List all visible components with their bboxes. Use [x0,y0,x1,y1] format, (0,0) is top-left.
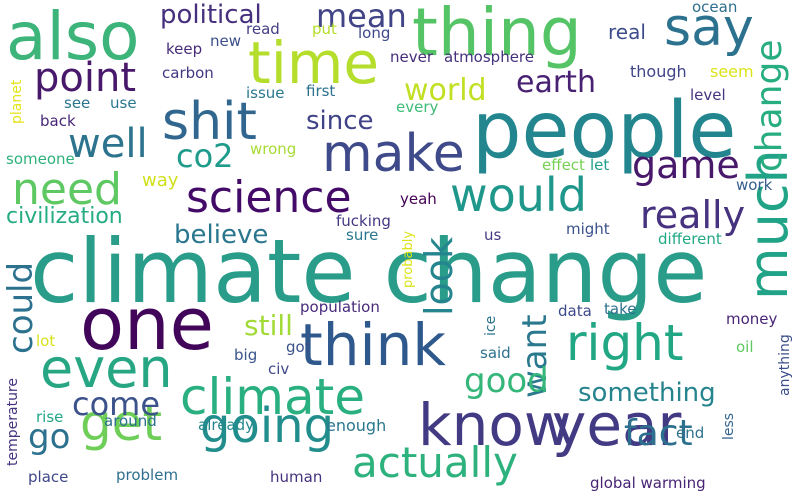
word-climate-change: climate change [30,220,708,323]
word-big: big [234,346,258,364]
word-change: change [749,39,790,173]
word-though: though [630,62,687,81]
word-going: going [200,398,335,454]
word-different: different [658,230,722,248]
word-something: something [578,378,716,408]
word-long: long [358,24,391,42]
word-got: got [286,338,311,356]
word-go: go [28,417,71,457]
word-temperature: temperature [5,378,21,466]
word-someone: someone [6,150,75,168]
word-us: us [484,226,502,244]
word-probably: probably [401,230,416,288]
word-thing: thing [412,0,582,71]
word-good: good [464,361,549,401]
word-new: new [210,32,242,50]
word-way: way [142,170,179,191]
word-anything: anything [777,334,793,396]
word-never: never [390,48,434,66]
word-believe: believe [174,220,269,250]
word-actually: actually [352,438,518,487]
word-ocean: ocean [692,0,738,16]
word-time: time [248,29,380,97]
word-right: right [566,314,684,372]
word-game: game [632,143,740,187]
word-around: around [104,412,157,430]
word-lot: lot [36,332,56,350]
word-co2: co2 [176,137,234,175]
word-world: world [404,73,487,108]
word-enough: enough [326,416,387,435]
word-fucking: fucking [336,212,391,230]
word-real: real [608,20,646,44]
word-back: back [40,112,76,130]
word-already: already [198,416,255,434]
word-first: first [306,82,336,100]
word-put: put [312,20,337,38]
word-science: science [186,172,352,223]
word-money: money [726,310,778,328]
word-every: every [396,98,439,116]
word-fact: fact [624,413,693,454]
word-political: political [160,0,262,30]
word-take: take [604,300,637,318]
word-atmosphere: atmosphere [444,48,534,66]
word-human: human [270,468,323,486]
word-also: also [6,0,140,75]
word-civilization: civilization [6,204,123,229]
word-read: read [246,20,280,38]
word-well: well [68,121,148,167]
word-data: data [558,302,592,320]
word-let: let [590,156,610,174]
word-look: look [417,236,461,316]
word-planet: planet [9,79,25,124]
word-one: one [80,282,214,366]
word-make: make [322,124,465,184]
word-could: could [1,261,41,354]
word-keep: keep [166,40,203,58]
word-place: place [28,468,69,486]
word-know: know [418,391,572,459]
word-civ: civ [268,360,290,378]
word-even: even [40,337,173,400]
word-problem: problem [116,466,179,484]
word-come: come [72,385,161,423]
word-point: point [34,55,137,101]
word-seem: seem [710,62,754,81]
word-work: work [736,176,773,194]
word-said: said [480,344,511,362]
word-oil: oil [736,338,754,356]
word-really: really [640,193,746,237]
word-earth: earth [516,65,596,100]
word-say: say [664,0,754,58]
word-ice: ice [483,315,499,336]
word-since: since [306,106,374,136]
word-sure: sure [346,226,379,244]
word-use: use [110,94,137,112]
word-wrong: wrong [250,140,297,158]
word-rise: rise [36,408,64,426]
word-might: might [566,220,610,238]
word-end: end [676,424,705,442]
word-think: think [300,311,446,379]
word-still: still [244,309,293,342]
word-need: need [12,164,122,215]
word-year: year [552,391,682,459]
word-population: population [300,298,380,316]
word-less: less [721,412,737,440]
word-shit: shit [162,92,257,152]
word-yeah: yeah [400,190,437,208]
word-issue: issue [246,84,285,102]
word-global-warming: global warming [590,474,706,492]
word-climate: climate [180,368,365,426]
word-effect: effect [542,156,585,174]
word-level: level [690,86,726,104]
word-carbon: carbon [162,64,214,82]
word-mean: mean [316,0,407,35]
word-would: would [450,168,587,222]
word-see: see [64,94,91,112]
word-get: get [80,394,163,452]
word-people: people [472,86,737,176]
